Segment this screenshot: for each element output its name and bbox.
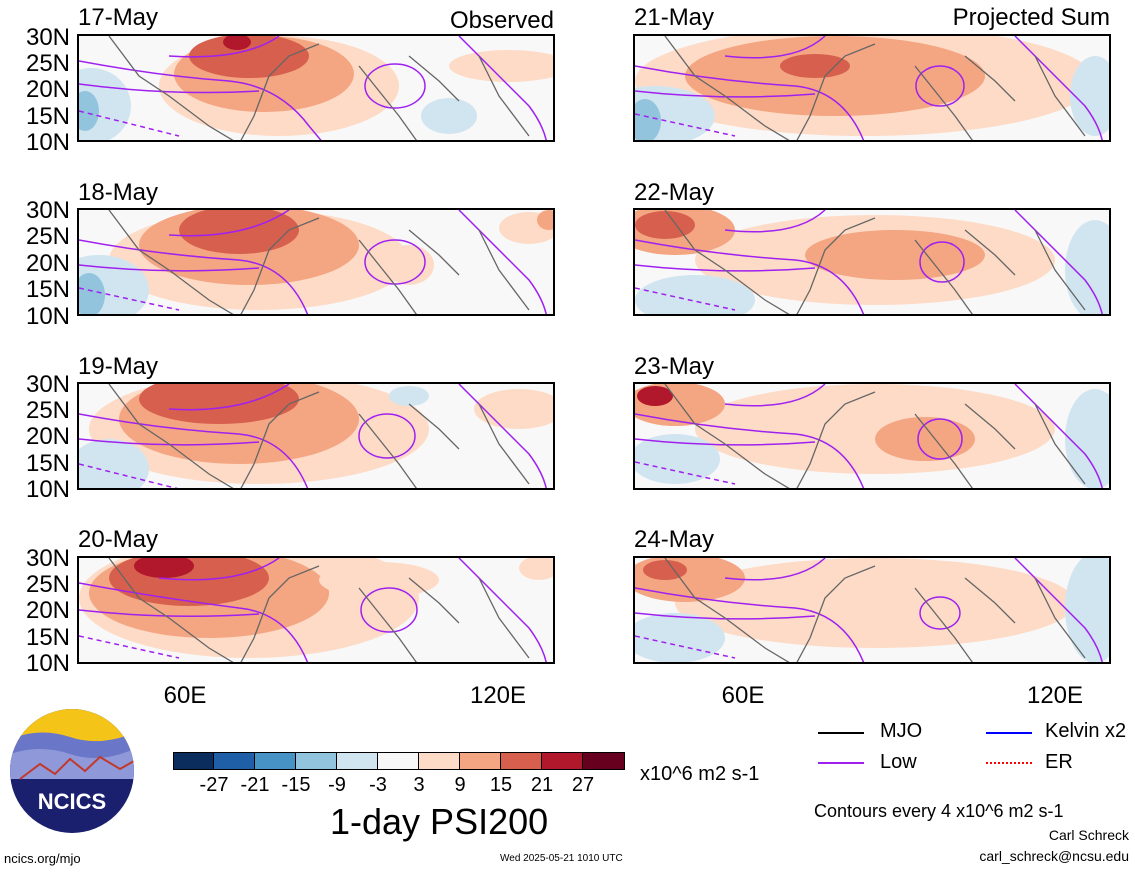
lat-label-10n: 10N [25, 303, 70, 330]
mjo-legend-line [818, 732, 864, 734]
colorbar-box-5 [336, 752, 378, 770]
logo-text: NCICS [37, 789, 107, 814]
psi200-map [635, 36, 1109, 140]
lat-label-20n: 20N [25, 597, 70, 624]
lat-label-10n: 10N [25, 476, 70, 503]
author-name: Carl Schreck [1048, 827, 1129, 843]
colorbar-unit: x10^6 m2 s-1 [640, 763, 760, 785]
psi200-map [79, 384, 553, 488]
kelvin-legend-line [986, 732, 1032, 734]
lat-label-20n: 20N [25, 250, 70, 277]
lat-label-15n: 15N [25, 624, 70, 651]
psi200-map [635, 384, 1109, 488]
lon-label-60e-right: 60E [721, 682, 765, 709]
colorbar-box-6 [377, 752, 419, 770]
er-legend-label: ER [1045, 751, 1073, 773]
date-label-projected-3: 23-May [634, 353, 715, 380]
observed-label: Observed [449, 7, 554, 34]
date-label-observed-2: 18-May [78, 179, 159, 206]
colorbar-tick-label: -3 [369, 774, 387, 796]
psi200-map [635, 558, 1109, 662]
low-legend-label: Low [880, 751, 917, 773]
lat-label-25n: 25N [25, 50, 70, 77]
colorbar-box-2 [213, 752, 255, 770]
lat-label-15n: 15N [25, 276, 70, 303]
psi200-map [79, 36, 553, 140]
colorbar-tick-label: -15 [281, 774, 311, 796]
site-url: ncics.org/mjo [4, 851, 81, 866]
lat-label-20n: 20N [25, 76, 70, 103]
chart-title: 1-day PSI200 [330, 801, 549, 842]
psi200-map [79, 558, 553, 662]
lat-label-30n: 30N [25, 24, 70, 51]
lat-label-20n: 20N [25, 423, 70, 450]
low-legend-line [818, 762, 864, 764]
psi200-map [79, 210, 553, 314]
lat-label-10n: 10N [25, 129, 70, 156]
lat-label-15n: 15N [25, 450, 70, 477]
lon-label-120e-left: 120E [469, 682, 527, 709]
colorbar-box-9 [500, 752, 542, 770]
lat-label-25n: 25N [25, 397, 70, 424]
colorbar-tick-label: 15 [489, 774, 513, 796]
projected-sum-label: Projected Sum [952, 4, 1110, 31]
date-label-projected-4: 24-May [634, 526, 715, 553]
map-panel-observed-4 [77, 556, 555, 664]
author-email: carl_schreck@ncsu.edu [979, 848, 1129, 864]
date-label-observed-1: 17-May [78, 4, 159, 31]
colorbar-tick-label: -27 [199, 774, 229, 796]
map-panel-projected-1 [633, 34, 1111, 142]
colorbar-tick-label: 21 [530, 774, 554, 796]
map-panel-projected-3 [633, 382, 1111, 490]
er-legend-line [986, 762, 1032, 764]
map-panel-observed-2 [77, 208, 555, 316]
lon-label-60e-left: 60E [163, 682, 207, 709]
mjo-legend-label: MJO [880, 720, 923, 742]
colorbar-tick-label: -21 [240, 774, 270, 796]
map-panel-projected-2 [633, 208, 1111, 316]
timestamp: Wed 2025-05-21 1010 UTC [500, 853, 623, 864]
map-panel-projected-4 [633, 556, 1111, 664]
lat-label-10n: 10N [25, 650, 70, 677]
date-label-observed-4: 20-May [78, 526, 159, 553]
colorbar-box-7 [418, 752, 460, 770]
lat-label-15n: 15N [25, 103, 70, 130]
lat-label-25n: 25N [25, 223, 70, 250]
lat-label-30n: 30N [25, 371, 70, 398]
colorbar-tick-label: 3 [413, 774, 425, 796]
psi200-map [635, 210, 1109, 314]
colorbar-tick-label: 27 [571, 774, 595, 796]
date-label-observed-3: 19-May [78, 353, 159, 380]
colorbar-box-10 [541, 752, 583, 770]
colorbar-box-11 [582, 752, 625, 770]
map-panel-observed-1 [77, 34, 555, 142]
lat-label-30n: 30N [25, 197, 70, 224]
lon-label-120e-right: 120E [1026, 682, 1084, 709]
colorbar-box-4 [295, 752, 337, 770]
colorbar-tick-label: 9 [454, 774, 466, 796]
contours-note: Contours every 4 x10^6 m2 s-1 [814, 801, 1064, 821]
lat-label-25n: 25N [25, 571, 70, 598]
map-panel-observed-3 [77, 382, 555, 490]
date-label-projected-1: 21-May [634, 4, 715, 31]
kelvin-legend-label: Kelvin x2 [1045, 720, 1127, 742]
colorbar-box-3 [254, 752, 296, 770]
lat-label-30n: 30N [25, 545, 70, 572]
colorbar-box-1 [173, 752, 214, 770]
colorbar-box-8 [459, 752, 501, 770]
ncics-logo: NCICS [10, 709, 134, 833]
date-label-projected-2: 22-May [634, 179, 715, 206]
colorbar-tick-label: -9 [328, 774, 346, 796]
